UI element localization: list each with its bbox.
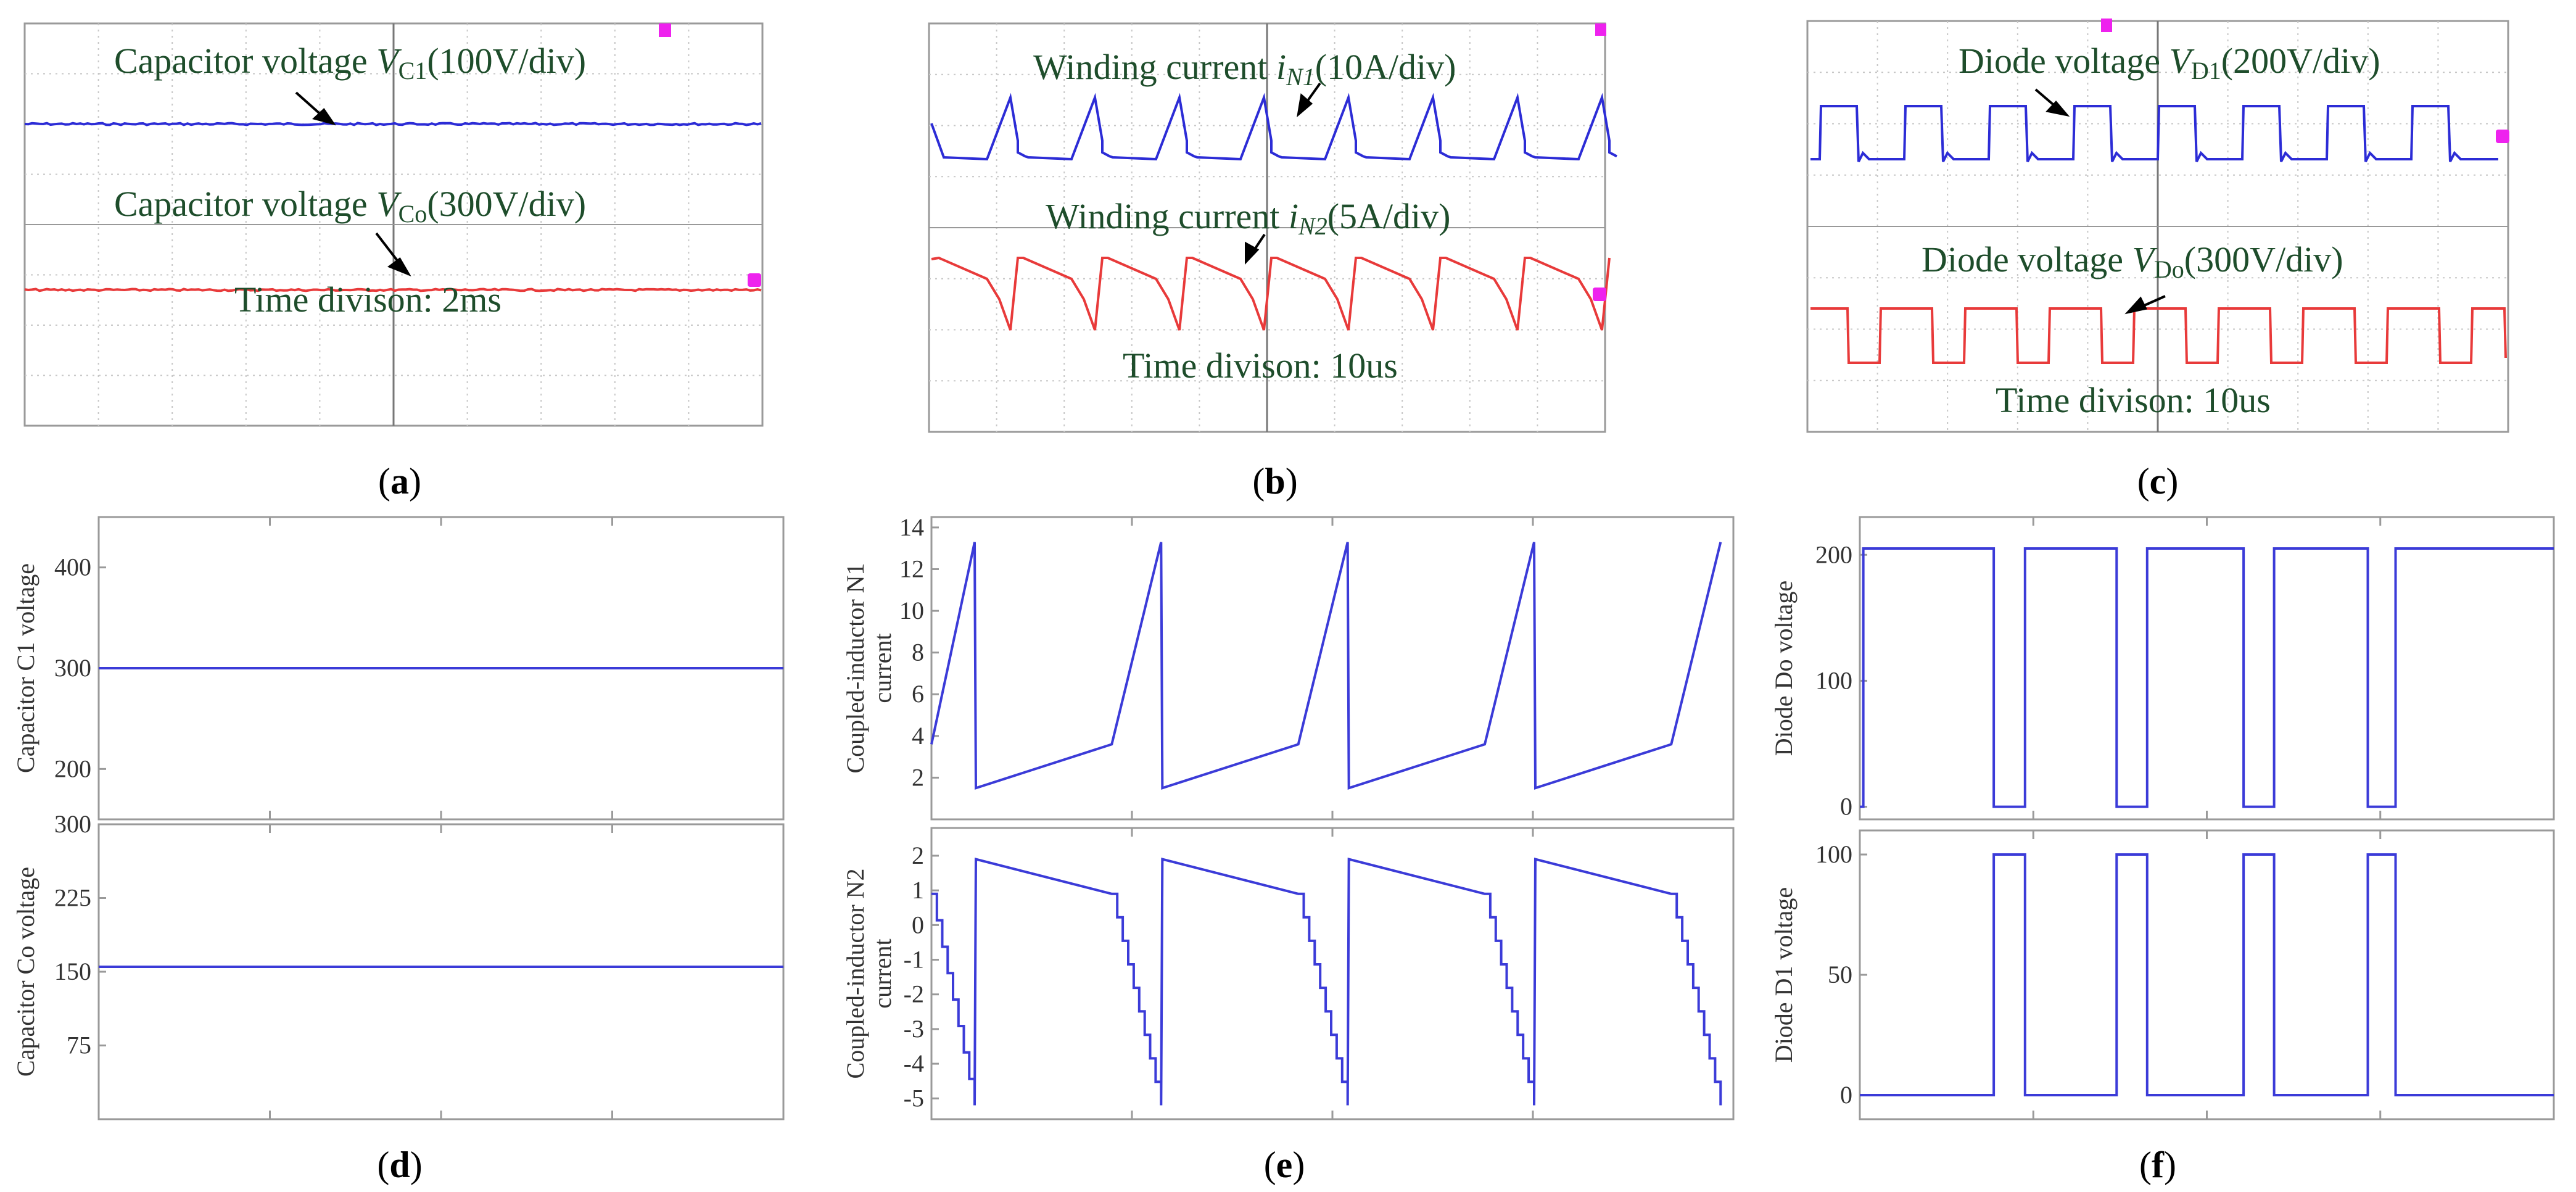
panel-c: Diode voltage VD1(200V/div) Diode voltag…: [1806, 19, 2509, 433]
y-tick-label: 75: [67, 1032, 91, 1059]
panel-label-d: (d): [377, 1144, 422, 1185]
axes-frame: [97, 823, 785, 1120]
y-tick-label: -3: [904, 1015, 924, 1043]
arrows-a: [295, 91, 411, 277]
scope-b-trace-in1: [930, 93, 1617, 161]
subplot-e-1: -5 -4 -3 -2 -1 0 1 2 Coupled-inductor N2current: [841, 827, 1735, 1120]
annotation-in2: Winding current iN2(5A/div): [1046, 196, 1450, 240]
time-division-c: Time divison: 10us: [1996, 380, 2271, 420]
y-axis-label: Diode D1 voltage: [1770, 887, 1798, 1062]
panel-label-a: (a): [378, 461, 421, 502]
y-tick-label: 1: [912, 876, 924, 904]
arrows-b: [1245, 82, 1321, 265]
trigger-marker-b: [1595, 23, 1606, 36]
y-tick-label: -2: [904, 980, 924, 1008]
y-tick-label: 200: [1815, 540, 1852, 568]
y-axis-label: Capacitor C1 voltage: [12, 563, 39, 773]
annotation-vc1: Capacitor voltage VC1(100V/div): [114, 41, 586, 85]
time-division-a: Time divison: 2ms: [234, 279, 502, 320]
sim-trace: [930, 542, 1722, 790]
y-tick-label: 200: [54, 755, 91, 782]
y-tick-label: -5: [904, 1084, 924, 1112]
y-tick-label: 4: [912, 722, 924, 750]
y-tick-label: 2: [912, 842, 924, 869]
time-division-b: Time divison: 10us: [1123, 346, 1398, 386]
y-tick-label: 100: [1815, 840, 1852, 868]
y-tick-label: 400: [54, 553, 91, 581]
y-tick-label: 100: [1815, 666, 1852, 694]
subplot-f-1: 0 50 100 Diode D1 voltage: [1770, 829, 2555, 1120]
channel-marker-b: [1593, 288, 1606, 301]
y-tick-label: 14: [899, 513, 924, 541]
y-axis-label: Coupled-inductor N2current: [841, 868, 896, 1078]
annotation-vco: Capacitor voltage VCo(300V/div): [114, 184, 586, 228]
y-tick-label: -1: [904, 946, 924, 974]
panel-b: Winding current iN1(10A/div) Winding cur…: [928, 22, 1617, 433]
channel-marker-a: [748, 273, 761, 287]
y-tick-label: 8: [912, 639, 924, 666]
subplot-d-1: 75 150 225 300 Capacitor Co voltage: [12, 810, 785, 1120]
scope-a-trace-vc1: [24, 122, 762, 126]
y-tick-label: 150: [54, 958, 91, 985]
y-tick-label: 0: [1840, 793, 1852, 821]
trigger-marker-c: [2101, 19, 2112, 32]
scope-b-trace-in2: [931, 256, 1611, 331]
scope-c-trace-vd1: [1810, 105, 2498, 162]
subplot-d-0: 200 300 400 Capacitor C1 voltage: [12, 516, 785, 821]
y-tick-label: 50: [1828, 961, 1852, 988]
arrows-c: [2034, 88, 2166, 315]
annotation-in1: Winding current iN1(10A/div): [1033, 47, 1456, 91]
annotation-vdo: Diode voltage VDo(300V/div): [1922, 239, 2343, 283]
y-tick-label: 12: [899, 555, 924, 582]
trigger-marker-a: [659, 23, 671, 37]
scope-c-trace-vdo: [1810, 307, 2507, 364]
y-tick-label: 2: [912, 763, 924, 791]
sim-trace: [1860, 547, 2554, 808]
y-tick-label: 225: [54, 884, 91, 912]
y-tick-label: 0: [912, 911, 924, 938]
axes-frame: [1859, 516, 2555, 821]
panel-label-f: (f): [2139, 1144, 2176, 1185]
axes-frame: [930, 516, 1735, 821]
y-axis-label: Diode Do voltage: [1770, 581, 1798, 756]
sim-trace: [1860, 853, 2554, 1096]
panel-label-c: (c): [2137, 461, 2179, 502]
scope-c-grid: [1807, 21, 2508, 432]
sim-trace: [931, 857, 1722, 1106]
y-axis-label: Capacitor Co voltage: [12, 867, 39, 1077]
channel-marker-c: [2496, 130, 2509, 143]
subplot-f-0: 0 100 200 Diode Do voltage: [1770, 516, 2555, 821]
y-tick-label: 0: [1840, 1081, 1852, 1109]
scope-a-grid: [25, 23, 762, 426]
panel-label-b: (b): [1252, 461, 1297, 502]
axes-frame: [930, 827, 1735, 1120]
panel-a: Capacitor voltage VC1(100V/div) Capacito…: [23, 22, 764, 427]
y-tick-label: 10: [899, 597, 924, 624]
y-tick-label: 6: [912, 680, 924, 708]
y-tick-label: -4: [904, 1049, 924, 1077]
y-axis-label: Coupled-inductor N1current: [841, 563, 896, 773]
axes-frame: [1859, 829, 2555, 1120]
y-tick-label: 300: [54, 810, 91, 838]
scope-b-grid: [929, 23, 1605, 432]
y-tick-label: 300: [54, 654, 91, 682]
panel-labels: (a) (b) (c) (d) (e) (f): [377, 461, 2178, 1185]
annotation-vd1: Diode voltage VD1(200V/div): [1959, 41, 2380, 85]
scope-a-trace-vco: [24, 288, 762, 292]
panel-label-e: (e): [1264, 1144, 1305, 1185]
